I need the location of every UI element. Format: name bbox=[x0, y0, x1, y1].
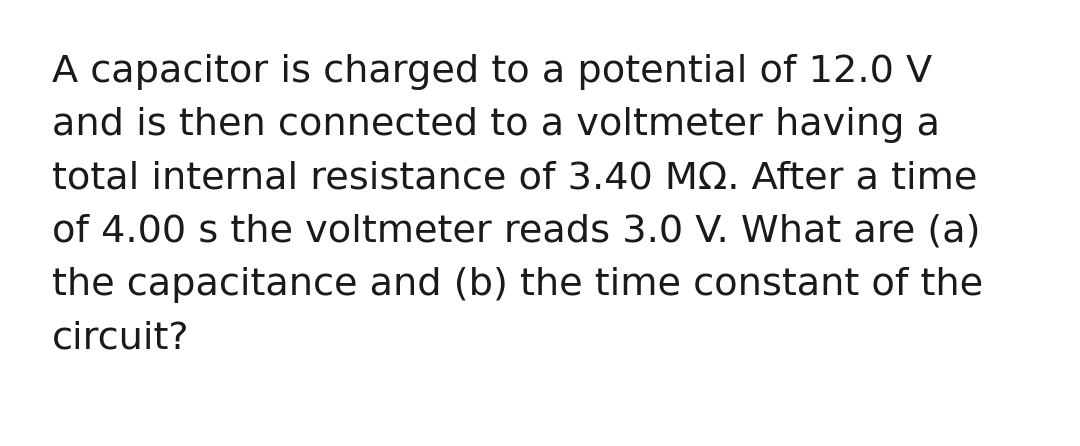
Text: A capacitor is charged to a potential of 12.0 V
and is then connected to a voltm: A capacitor is charged to a potential of… bbox=[52, 54, 983, 356]
